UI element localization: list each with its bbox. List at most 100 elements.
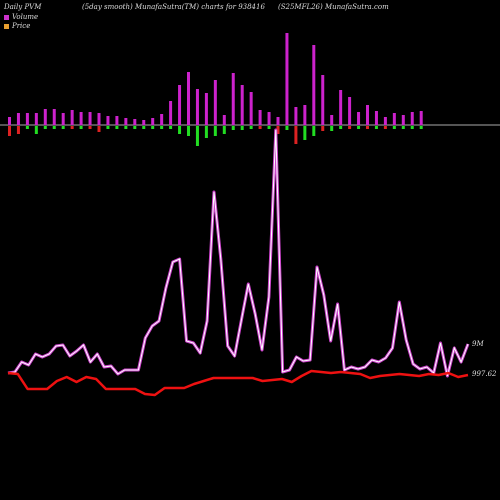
volume-bar (25, 113, 29, 125)
volume-bar (348, 97, 352, 125)
volume-bar (70, 110, 74, 125)
change-bar (231, 126, 235, 130)
volume-bar (401, 115, 405, 125)
volume-bar (383, 117, 387, 125)
change-bar (294, 126, 298, 144)
volume-bar (303, 105, 307, 125)
change-bar (357, 126, 361, 129)
volume-bar (142, 120, 146, 125)
volume-bar (178, 85, 182, 125)
change-bar (222, 126, 226, 134)
change-bar (374, 126, 378, 129)
change-bar (70, 126, 74, 129)
legend-swatch-volume (4, 14, 9, 20)
volume-bar (240, 85, 244, 125)
change-bar (79, 126, 83, 129)
change-bar (88, 126, 92, 129)
volume-bar (258, 110, 262, 125)
volume-bar (187, 72, 190, 125)
change-bar (383, 126, 387, 129)
volume-bar (366, 105, 369, 125)
volume-bar (43, 109, 47, 125)
change-bar (249, 126, 253, 129)
volume-bar (419, 111, 423, 125)
volume-bar (392, 113, 396, 125)
change-bar (16, 126, 20, 134)
change-bar (34, 126, 38, 134)
volume-bar (410, 112, 414, 125)
volume-bar (267, 112, 271, 125)
volume-bar (133, 119, 137, 125)
price-last-label: 997.62 (472, 370, 497, 378)
change-bar (133, 126, 137, 129)
change-bar (106, 126, 110, 129)
change-bar (61, 126, 65, 129)
change-bar (151, 126, 155, 129)
volume-bar (88, 112, 92, 125)
change-bar (204, 126, 208, 138)
volume-bar (79, 112, 83, 125)
change-bar (267, 126, 271, 129)
volume-bar (213, 80, 217, 125)
volume-bar (34, 113, 38, 125)
volume-bar (339, 90, 343, 125)
legend-swatch-price (4, 23, 9, 29)
change-bar (97, 126, 101, 132)
volume-bar (106, 116, 110, 125)
volume-bar (124, 118, 128, 125)
volume-bar (294, 107, 298, 125)
volume-bar (321, 75, 325, 125)
change-bar (321, 126, 325, 131)
volume-line-highlight (7, 129, 469, 377)
volume-bar (151, 118, 155, 125)
change-bar (312, 126, 316, 136)
volume-bar (249, 92, 253, 125)
price-line (7, 369, 469, 397)
change-bar (410, 126, 414, 129)
change-bar (187, 126, 190, 136)
volume-bar (312, 45, 316, 125)
volume-bar (222, 115, 226, 125)
legend-item-price: Price (4, 22, 30, 30)
change-bar (392, 126, 396, 129)
volume-bar (61, 113, 65, 125)
chart-header-title: (5day smooth) MunafaSutra(TM) charts for… (82, 3, 265, 11)
change-bar (366, 126, 369, 129)
change-bar (178, 126, 182, 134)
change-bar (339, 126, 343, 129)
chart-header-right: (S25MFL26) MunafaSutra.com (278, 3, 389, 11)
change-bar (303, 126, 307, 140)
change-bar (169, 126, 173, 129)
chart-header-left: Daily PVM (4, 3, 42, 11)
volume-bar (357, 112, 361, 125)
volume-bar (374, 111, 378, 125)
legend-label-price: Price (12, 22, 31, 30)
legend-item-volume: Volume (4, 13, 38, 21)
change-bar (160, 126, 164, 129)
volume-bar (16, 113, 20, 125)
change-bar (240, 126, 244, 130)
change-bar (401, 126, 405, 129)
change-bar (258, 126, 262, 129)
change-bar (213, 126, 217, 136)
volume-last-label: 9M (472, 340, 484, 348)
volume-bar (8, 117, 11, 125)
volume-bar (169, 101, 173, 125)
change-bar (25, 126, 29, 129)
volume-bar (115, 116, 119, 125)
volume-bar (285, 33, 289, 125)
volume-bar (204, 93, 208, 125)
volume-bar (97, 113, 101, 125)
legend-label-volume: Volume (12, 13, 39, 21)
change-bar (52, 126, 56, 129)
change-bar (419, 126, 423, 129)
volume-bar (52, 109, 56, 125)
volume-bar (195, 89, 199, 125)
change-bar (115, 126, 119, 129)
change-bar (348, 126, 352, 129)
volume-bar (160, 114, 164, 125)
change-bar (8, 126, 11, 136)
change-bar (195, 126, 199, 146)
